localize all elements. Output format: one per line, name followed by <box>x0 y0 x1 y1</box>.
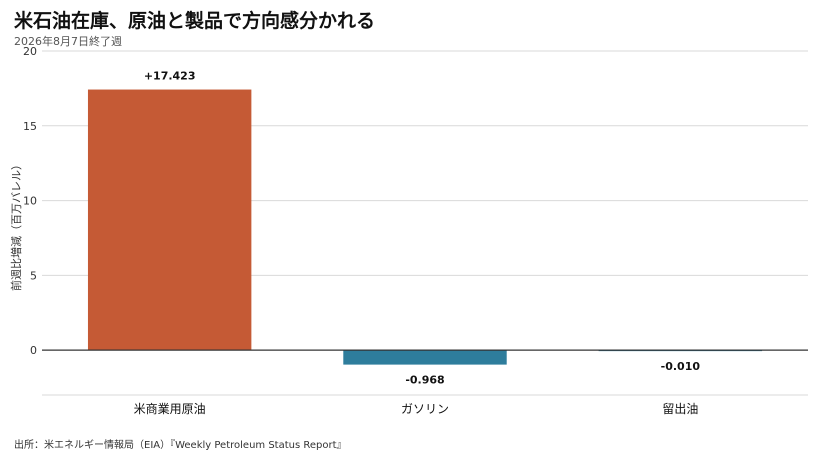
x-category-label: ガソリン <box>401 402 449 416</box>
bar <box>343 350 507 365</box>
data-label: -0.968 <box>405 374 444 387</box>
source-note: 出所：米エネルギー情報局（EIA）『Weekly Petroleum Statu… <box>14 440 347 451</box>
y-tick-label: 0 <box>30 344 37 357</box>
x-axis-categories: 米商業用原油 ガソリン 留出油 <box>134 401 699 416</box>
data-label: +17.423 <box>144 70 196 83</box>
y-tick-label: 5 <box>30 269 37 282</box>
y-axis-ticks: 0 5 10 15 20 <box>23 45 37 357</box>
y-axis-label: 前週比増減（百万バレル） <box>9 159 23 291</box>
x-category-label: 留出油 <box>662 402 698 416</box>
y-tick-label: 10 <box>23 195 37 208</box>
y-tick-label: 20 <box>23 45 37 58</box>
bar <box>87 89 252 351</box>
x-category-label: 米商業用原油 <box>134 401 206 416</box>
y-tick-label: 15 <box>23 120 37 133</box>
data-labels: +17.423 -0.968 -0.010 <box>144 70 701 387</box>
bars <box>87 89 763 365</box>
chart-subtitle: 2026年8月7日終了週 <box>14 35 122 48</box>
chart-title: 米石油在庫、原油と製品で方向感分かれる <box>14 10 376 32</box>
data-label: -0.010 <box>661 360 701 373</box>
